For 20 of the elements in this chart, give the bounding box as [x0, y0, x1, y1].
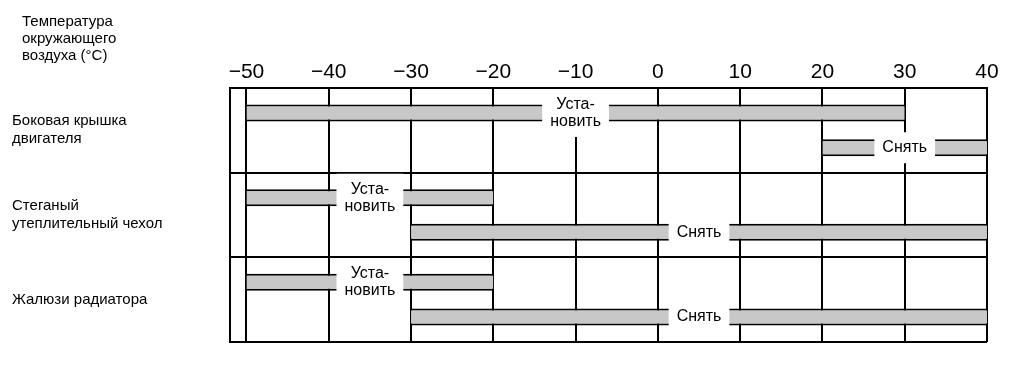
text: Снять	[882, 138, 928, 156]
y-tick-label: Жалюзи радиатора	[12, 289, 148, 307]
x-tick-label: −20	[475, 59, 512, 83]
x-tick-label: 10	[728, 59, 752, 83]
x-tick-label: −30	[393, 59, 429, 83]
x-axis-title: Температура окружающего воздуха (°C)	[22, 11, 117, 63]
series-label: Уста- новить	[550, 94, 602, 129]
x-tick-label: −10	[557, 59, 594, 83]
text: Уста- новить	[344, 264, 396, 299]
text: Уста- новить	[344, 179, 396, 214]
x-tick-label: −50	[228, 59, 265, 83]
x-tick-label: 20	[810, 59, 835, 83]
series-label: Снять	[676, 222, 722, 240]
x-tick-label: 40	[975, 59, 999, 83]
x-tick-label: 30	[893, 59, 917, 83]
y-tick-label: Боковая крышка двигателя	[12, 111, 128, 147]
x-tick-label: 0	[652, 59, 664, 83]
x-tick-label: −40	[310, 59, 347, 83]
text: Снять	[676, 307, 722, 325]
y-tick-label: Стеганый утеплительный чехол	[12, 196, 163, 232]
